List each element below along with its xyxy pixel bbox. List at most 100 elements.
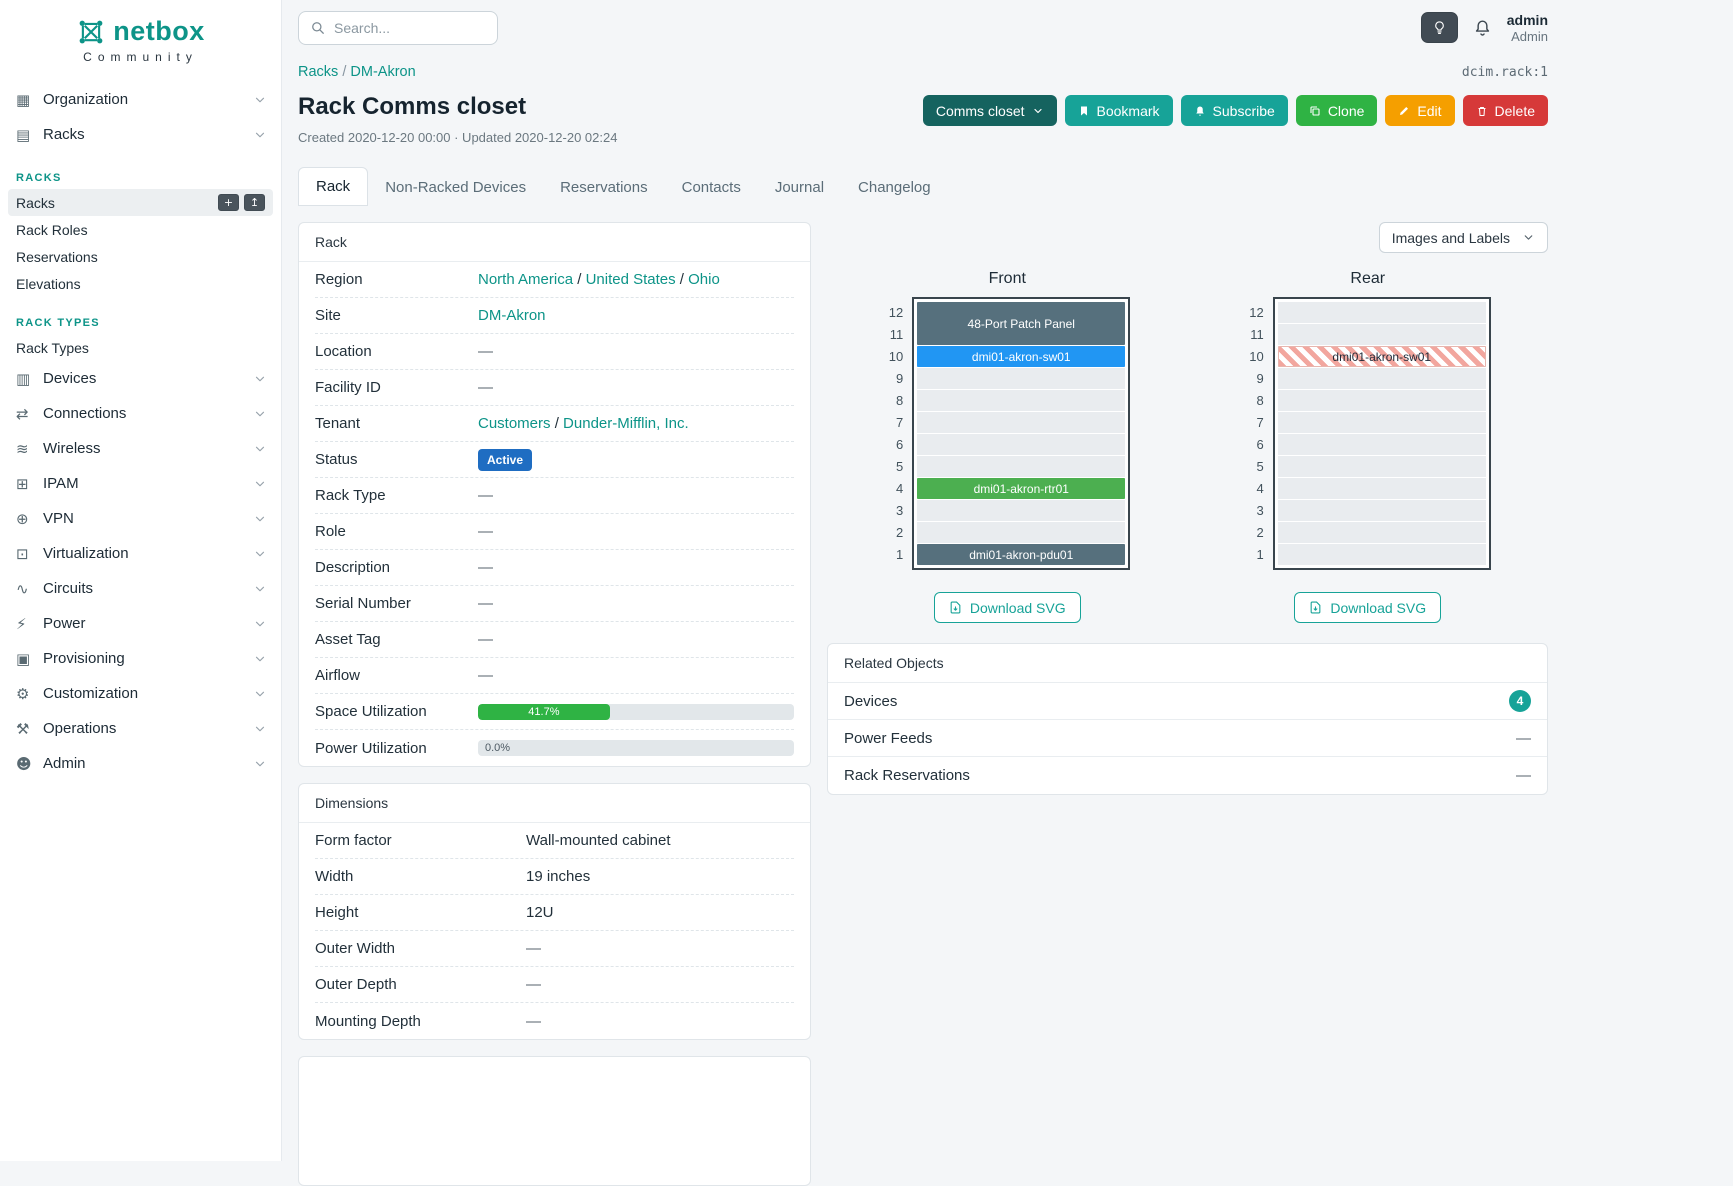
unit-labels: 12 11 10 9 8 7 6 5 4 3 2 1: [884, 297, 912, 570]
sidebar-item-connections[interactable]: ⇄ Connections: [0, 396, 281, 431]
download-svg-button[interactable]: Download SVG: [1294, 592, 1442, 623]
rack-slot[interactable]: [917, 368, 1126, 389]
related-row-devices[interactable]: Devices 4: [828, 683, 1547, 720]
provisioning-icon: ▣: [16, 649, 31, 668]
sidebar-item-organization[interactable]: ▦ Organization: [0, 82, 281, 117]
rack-slot[interactable]: [917, 456, 1126, 477]
trash-icon: [1478, 106, 1486, 116]
import-button[interactable]: ↥: [244, 194, 265, 211]
attr-value: 41.7%: [478, 703, 794, 720]
rack-slot[interactable]: [917, 434, 1126, 455]
value-link-dunder-mifflin-inc[interactable]: Dunder-Mifflin, Inc.: [563, 415, 689, 432]
sidebar-item-ipam[interactable]: ⊞ IPAM: [0, 466, 281, 501]
sidebar-item-elevations[interactable]: Elevations: [8, 270, 273, 297]
value-link-ohio[interactable]: Ohio: [688, 271, 720, 288]
value-link-dm-akron[interactable]: DM-Akron: [478, 307, 546, 324]
unit-label: 3: [1256, 503, 1264, 518]
rack-device-48-port-patch-panel[interactable]: 48-Port Patch Panel: [917, 302, 1126, 345]
subscribe-button[interactable]: Subscribe: [1180, 95, 1288, 126]
rack-device-dmi01-akron-pdu01[interactable]: dmi01-akron-pdu01: [917, 544, 1126, 565]
rack-device-dmi01-akron-sw01[interactable]: dmi01-akron-sw01: [917, 346, 1126, 367]
rack-slot[interactable]: [1277, 456, 1486, 477]
breadcrumb-link-dm-akron[interactable]: DM-Akron: [350, 64, 416, 80]
sidebar-item-provisioning[interactable]: ▣ Provisioning: [0, 641, 281, 676]
progress-bar: 41.7%: [478, 703, 794, 720]
rack-slot[interactable]: [917, 522, 1126, 543]
rack-device-dmi01-akron-sw01[interactable]: dmi01-akron-sw01: [1277, 346, 1486, 367]
value-link-customers[interactable]: Customers: [478, 415, 551, 432]
chevron-down-icon: [255, 586, 265, 591]
related-value: —: [1516, 767, 1531, 784]
devices-icon: ▥: [16, 369, 31, 388]
edit-button[interactable]: Edit: [1385, 95, 1455, 126]
attr-value: Wall-mounted cabinet: [526, 832, 671, 849]
sidebar-section-racks: RACKS: [16, 172, 62, 184]
rack-slot[interactable]: [1277, 434, 1486, 455]
delete-button[interactable]: Delete: [1462, 95, 1548, 126]
tab-rack[interactable]: Rack: [298, 167, 369, 206]
search-box[interactable]: [298, 11, 498, 45]
sidebar-item-power[interactable]: ⚡ Power: [0, 606, 281, 641]
sidebar-item-rack-types[interactable]: Rack Types: [8, 334, 273, 361]
rack-slot[interactable]: [917, 412, 1126, 433]
attr-row-region: Region North America / United States / Oh…: [315, 262, 794, 298]
sidebar-item-label: Racks: [16, 194, 55, 211]
elevation-title: Front: [988, 270, 1026, 287]
sidebar-item-virtualization[interactable]: ⊡ Virtualization: [0, 536, 281, 571]
attr-label: Description: [315, 559, 391, 576]
tab-journal[interactable]: Journal: [774, 179, 825, 196]
rack-slot[interactable]: [1277, 368, 1486, 389]
download-half: Download SVG: [827, 592, 1188, 623]
sidebar-item-customization[interactable]: ⚙ Customization: [0, 676, 281, 711]
rack-slot[interactable]: [1277, 544, 1486, 565]
related-row-power-feeds[interactable]: Power Feeds —: [828, 720, 1547, 757]
tab-non-racked-devices[interactable]: Non-Racked Devices: [385, 179, 527, 196]
attr-label: Mounting Depth: [315, 1012, 421, 1030]
tab-reservations[interactable]: Reservations: [560, 179, 648, 196]
sidebar-item-racks[interactable]: ▤ Racks: [0, 117, 281, 152]
chevron-down-icon: [255, 516, 265, 521]
rack-slot[interactable]: [917, 500, 1126, 521]
download-svg-button[interactable]: Download SVG: [933, 592, 1081, 623]
brand[interactable]: netbox Community: [0, 0, 281, 66]
related-row-rack-reservations[interactable]: Rack Reservations —: [828, 757, 1547, 794]
tab-changelog[interactable]: Changelog: [858, 179, 931, 196]
chevron-down-icon: [1033, 108, 1042, 113]
sidebar-item-devices[interactable]: ▥ Devices: [0, 361, 281, 396]
chevron-down-icon: [255, 97, 265, 102]
pencil-icon: [1400, 106, 1409, 115]
rack-slot[interactable]: [1277, 522, 1486, 543]
sidebar-item-rack-roles[interactable]: Rack Roles: [8, 216, 273, 243]
view-dropdown-button[interactable]: Comms closet: [922, 95, 1057, 126]
rack-slot[interactable]: [1277, 500, 1486, 521]
sidebar-item-reservations[interactable]: Reservations: [8, 243, 273, 270]
add-button[interactable]: +: [218, 194, 239, 211]
sidebar-item-operations[interactable]: ⚒ Operations: [0, 711, 281, 746]
search-input[interactable]: [334, 20, 485, 36]
tab-contacts[interactable]: Contacts: [681, 179, 741, 196]
bookmark-button[interactable]: Bookmark: [1064, 95, 1173, 126]
sidebar-item-label: Admin: [43, 755, 86, 772]
sidebar-item-racks[interactable]: Racks + ↥: [8, 189, 273, 216]
sidebar-item-wireless[interactable]: ≋ Wireless: [0, 431, 281, 466]
rack-slot[interactable]: [917, 390, 1126, 411]
customization-icon: ⚙: [16, 684, 30, 703]
sidebar-item-circuits[interactable]: ∿ Circuits: [0, 571, 281, 606]
rack-device-dmi01-akron-rtr01[interactable]: dmi01-akron-rtr01: [917, 478, 1126, 499]
rack-slot[interactable]: [1277, 324, 1486, 345]
sidebar-item-vpn[interactable]: ⊕ VPN: [0, 501, 281, 536]
user-menu[interactable]: admin Admin: [1507, 12, 1548, 44]
sidebar-item-admin[interactable]: ☻ Admin: [0, 746, 281, 781]
rack-slot[interactable]: [1277, 412, 1486, 433]
clone-button[interactable]: Clone: [1295, 95, 1378, 126]
elevations-row: Front 12 11 10 9 8 7 6 5 4 3 2 1 48-Port Patch Panel d…: [827, 270, 1548, 570]
rack-slot[interactable]: [1277, 390, 1486, 411]
images-labels-toggle[interactable]: Images and Labels: [1378, 222, 1548, 253]
rack-slot[interactable]: [1277, 302, 1486, 323]
value-link-north-america[interactable]: North America: [478, 271, 574, 288]
breadcrumb-link-racks[interactable]: Racks: [298, 64, 339, 80]
notifications-bell-icon[interactable]: [1473, 18, 1492, 37]
rack-slot[interactable]: [1277, 478, 1486, 499]
value-link-united-states[interactable]: United States: [585, 271, 676, 288]
theme-toggle-button[interactable]: [1420, 12, 1458, 44]
